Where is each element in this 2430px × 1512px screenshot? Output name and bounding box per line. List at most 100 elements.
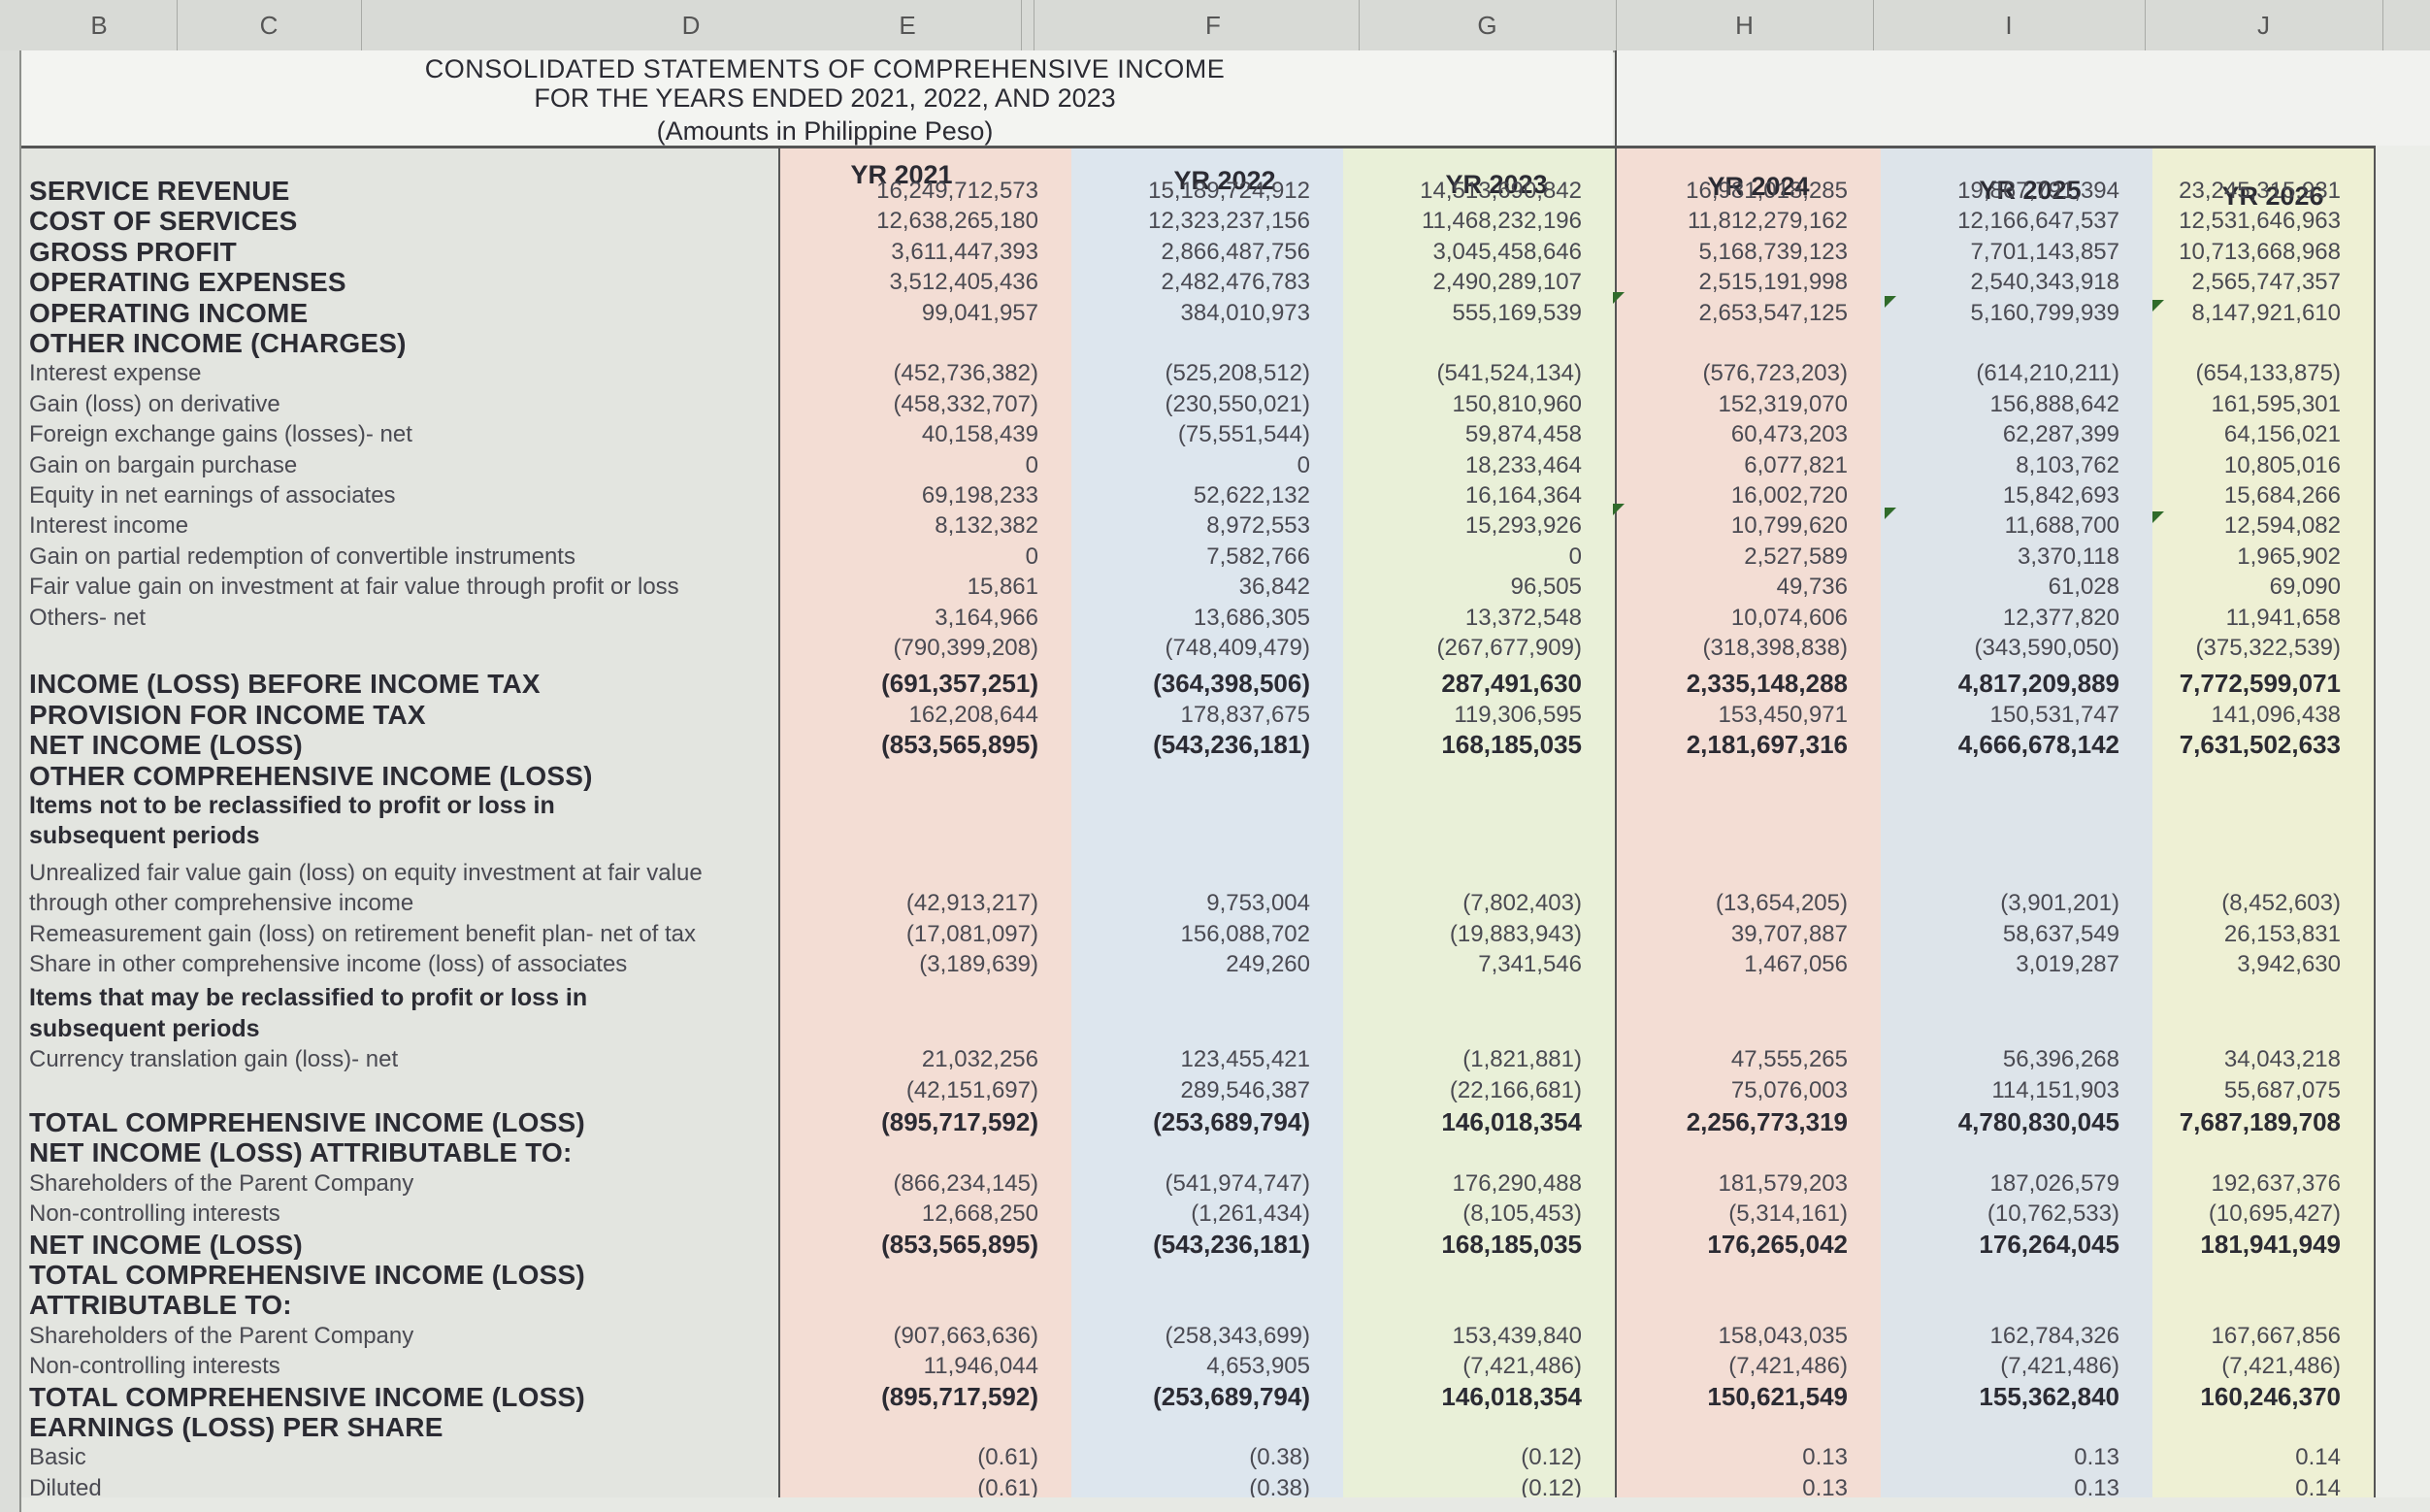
cell-value-yr-2021[interactable]: (853,565,895) [780, 730, 1071, 760]
cell-value-yr-2025[interactable] [1881, 1260, 2152, 1290]
error-indicator-icon[interactable] [2152, 511, 2164, 523]
cell-value-yr-2021[interactable]: (0.61) [780, 1442, 1071, 1472]
cell-value-yr-2024[interactable] [1617, 1260, 1881, 1290]
cell-value-yr-2022[interactable]: (543,236,181) [1071, 1230, 1343, 1260]
cell-value-yr-2025[interactable]: 11,688,700 [1881, 510, 2152, 541]
cell-value-yr-2023[interactable]: (8,105,453) [1343, 1199, 1615, 1229]
cell-value-yr-2026[interactable]: 7,772,599,071 [2152, 669, 2374, 699]
cell-value-yr-2022[interactable]: 9,753,004 [1071, 888, 1343, 918]
row-label[interactable]: PROVISION FOR INCOME TAX [29, 699, 426, 730]
cell-value-yr-2026[interactable] [2152, 761, 2374, 791]
cell-value-yr-2021[interactable]: 12,638,265,180 [780, 206, 1071, 236]
cell-value-yr-2022[interactable]: 52,622,132 [1071, 480, 1343, 510]
cell-value-yr-2024[interactable]: 176,265,042 [1617, 1230, 1881, 1260]
column-header-j[interactable]: J [2145, 0, 2383, 50]
cell-value-yr-2024[interactable] [1617, 983, 1881, 1013]
cell-value-yr-2022[interactable] [1071, 821, 1343, 851]
cell-value-yr-2024[interactable] [1617, 1412, 1881, 1442]
cell-value-yr-2025[interactable] [1881, 858, 2152, 888]
cell-value-yr-2026[interactable]: 8,147,921,610 [2152, 298, 2374, 328]
cell-value-yr-2024[interactable] [1617, 1290, 1881, 1320]
cell-value-yr-2023[interactable] [1343, 821, 1615, 851]
cell-value-yr-2025[interactable]: (10,762,533) [1881, 1199, 2152, 1229]
cell-value-yr-2026[interactable]: 12,594,082 [2152, 510, 2374, 541]
cell-value-yr-2021[interactable]: 21,032,256 [780, 1044, 1071, 1074]
row-label[interactable]: Interest income [29, 512, 189, 540]
error-indicator-icon[interactable] [1885, 296, 1896, 308]
cell-value-yr-2024[interactable]: 2,527,589 [1617, 542, 1881, 572]
cell-value-yr-2026[interactable]: (7,421,486) [2152, 1351, 2374, 1381]
row-label[interactable]: Shareholders of the Parent Company [29, 1322, 414, 1349]
cell-value-yr-2025[interactable]: 19,867,791,394 [1881, 176, 2152, 206]
cell-value-yr-2026[interactable] [2152, 821, 2374, 851]
cell-value-yr-2026[interactable] [2152, 983, 2374, 1013]
cell-value-yr-2021[interactable]: 69,198,233 [780, 480, 1071, 510]
cell-value-yr-2024[interactable]: 0.13 [1617, 1473, 1881, 1503]
cell-value-yr-2023[interactable] [1343, 858, 1615, 888]
cell-value-yr-2025[interactable]: 4,666,678,142 [1881, 730, 2152, 760]
row-label[interactable]: Foreign exchange gains (losses)- net [29, 421, 412, 448]
cell-value-yr-2021[interactable]: 0 [780, 542, 1071, 572]
cell-value-yr-2026[interactable]: 0.14 [2152, 1473, 2374, 1503]
cell-value-yr-2022[interactable]: 7,582,766 [1071, 542, 1343, 572]
row-label[interactable]: Remeasurement gain (loss) on retirement … [29, 920, 697, 947]
cell-value-yr-2026[interactable]: 26,153,831 [2152, 919, 2374, 949]
cell-value-yr-2022[interactable]: 2,866,487,756 [1071, 237, 1343, 267]
cell-value-yr-2022[interactable]: (543,236,181) [1071, 730, 1343, 760]
cell-value-yr-2023[interactable]: 150,810,960 [1343, 389, 1615, 419]
cell-value-yr-2022[interactable]: 13,686,305 [1071, 603, 1343, 633]
cell-value-yr-2025[interactable]: 61,028 [1881, 572, 2152, 602]
cell-value-yr-2025[interactable] [1881, 983, 2152, 1013]
cell-value-yr-2025[interactable]: 12,377,820 [1881, 603, 2152, 633]
cell-value-yr-2026[interactable]: 2,565,747,357 [2152, 267, 2374, 297]
column-header-d[interactable]: D [361, 0, 1022, 50]
cell-value-yr-2022[interactable] [1071, 983, 1343, 1013]
cell-value-yr-2026[interactable]: 23,245,315,931 [2152, 176, 2374, 206]
cell-value-yr-2024[interactable]: (5,314,161) [1617, 1199, 1881, 1229]
cell-value-yr-2026[interactable] [2152, 328, 2374, 358]
cell-value-yr-2023[interactable]: (0.12) [1343, 1442, 1615, 1472]
error-indicator-icon[interactable] [1613, 292, 1625, 304]
cell-value-yr-2026[interactable]: 1,965,902 [2152, 542, 2374, 572]
cell-value-yr-2023[interactable]: (541,524,134) [1343, 358, 1615, 388]
cell-value-yr-2021[interactable]: (42,151,697) [780, 1075, 1071, 1105]
cell-value-yr-2026[interactable]: 10,713,668,968 [2152, 237, 2374, 267]
cell-value-yr-2023[interactable] [1343, 1014, 1615, 1044]
cell-value-yr-2022[interactable]: (0.38) [1071, 1442, 1343, 1472]
cell-value-yr-2023[interactable]: (7,802,403) [1343, 888, 1615, 918]
cell-value-yr-2021[interactable]: 99,041,957 [780, 298, 1071, 328]
cell-value-yr-2026[interactable]: 161,595,301 [2152, 389, 2374, 419]
column-header-b[interactable]: B [21, 0, 178, 50]
row-label[interactable]: Share in other comprehensive income (los… [29, 951, 628, 977]
cell-value-yr-2021[interactable] [780, 761, 1071, 791]
cell-value-yr-2024[interactable] [1617, 821, 1881, 851]
row-label[interactable]: NET INCOME (LOSS) [29, 730, 303, 761]
cell-value-yr-2026[interactable] [2152, 1290, 2374, 1320]
cell-value-yr-2024[interactable] [1617, 328, 1881, 358]
cell-value-yr-2024[interactable]: 0.13 [1617, 1442, 1881, 1472]
cell-value-yr-2021[interactable]: 8,132,382 [780, 510, 1071, 541]
error-indicator-icon[interactable] [2152, 300, 2164, 312]
cell-value-yr-2024[interactable]: (318,398,838) [1617, 633, 1881, 663]
cell-value-yr-2024[interactable]: 2,256,773,319 [1617, 1107, 1881, 1137]
cell-value-yr-2026[interactable] [2152, 1137, 2374, 1167]
cell-value-yr-2024[interactable]: 153,450,971 [1617, 700, 1881, 730]
cell-value-yr-2021[interactable]: 12,668,250 [780, 1199, 1071, 1229]
cell-value-yr-2023[interactable]: 18,233,464 [1343, 450, 1615, 480]
cell-value-yr-2024[interactable]: 2,335,148,288 [1617, 669, 1881, 699]
cell-value-yr-2024[interactable] [1617, 1014, 1881, 1044]
cell-value-yr-2025[interactable]: 0.13 [1881, 1442, 2152, 1472]
cell-value-yr-2023[interactable]: 168,185,035 [1343, 730, 1615, 760]
cell-value-yr-2025[interactable] [1881, 791, 2152, 821]
cell-value-yr-2023[interactable]: (7,421,486) [1343, 1351, 1615, 1381]
cell-value-yr-2022[interactable]: (748,409,479) [1071, 633, 1343, 663]
cell-value-yr-2026[interactable] [2152, 1412, 2374, 1442]
row-label[interactable]: Basic [29, 1444, 86, 1471]
cell-value-yr-2021[interactable]: (790,399,208) [780, 633, 1071, 663]
cell-value-yr-2026[interactable]: 3,942,630 [2152, 949, 2374, 979]
cell-value-yr-2026[interactable]: (10,695,427) [2152, 1199, 2374, 1229]
cell-value-yr-2021[interactable]: 3,512,405,436 [780, 267, 1071, 297]
cell-value-yr-2023[interactable]: 168,185,035 [1343, 1230, 1615, 1260]
cell-value-yr-2025[interactable] [1881, 761, 2152, 791]
cell-value-yr-2026[interactable]: 192,637,376 [2152, 1168, 2374, 1199]
